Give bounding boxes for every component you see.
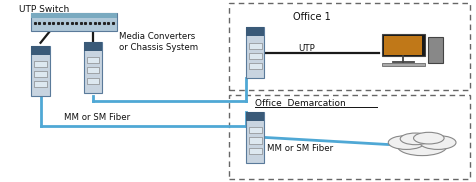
FancyBboxPatch shape [31,46,50,55]
Circle shape [419,136,455,149]
FancyBboxPatch shape [383,36,421,55]
Text: MM or SM Fiber: MM or SM Fiber [267,144,333,153]
Circle shape [413,132,443,144]
Text: Office 1: Office 1 [293,12,330,22]
FancyBboxPatch shape [246,27,264,36]
FancyBboxPatch shape [246,112,264,121]
FancyBboxPatch shape [246,27,264,78]
FancyBboxPatch shape [381,34,424,56]
FancyBboxPatch shape [31,13,117,31]
FancyBboxPatch shape [84,42,102,93]
Text: UTP Switch: UTP Switch [19,5,69,13]
Text: MM or SM Fiber: MM or SM Fiber [64,113,130,122]
FancyBboxPatch shape [248,137,261,144]
FancyBboxPatch shape [31,13,117,18]
FancyBboxPatch shape [248,148,261,154]
FancyBboxPatch shape [381,63,424,66]
FancyBboxPatch shape [31,46,50,96]
Circle shape [397,137,446,156]
Text: UTP: UTP [298,44,314,53]
FancyBboxPatch shape [87,67,99,74]
FancyBboxPatch shape [34,71,47,77]
FancyBboxPatch shape [427,37,442,63]
FancyBboxPatch shape [246,112,264,163]
Circle shape [399,133,430,145]
FancyBboxPatch shape [248,127,261,133]
FancyBboxPatch shape [248,63,261,69]
FancyBboxPatch shape [248,53,261,59]
FancyBboxPatch shape [34,81,47,87]
Text: Media Converters
or Chassis System: Media Converters or Chassis System [119,32,198,52]
FancyBboxPatch shape [87,78,99,84]
FancyBboxPatch shape [84,42,102,51]
FancyBboxPatch shape [34,61,47,67]
FancyBboxPatch shape [248,43,261,49]
Text: Office  Demarcation: Office Demarcation [255,99,345,108]
Circle shape [387,136,424,149]
FancyBboxPatch shape [87,57,99,63]
